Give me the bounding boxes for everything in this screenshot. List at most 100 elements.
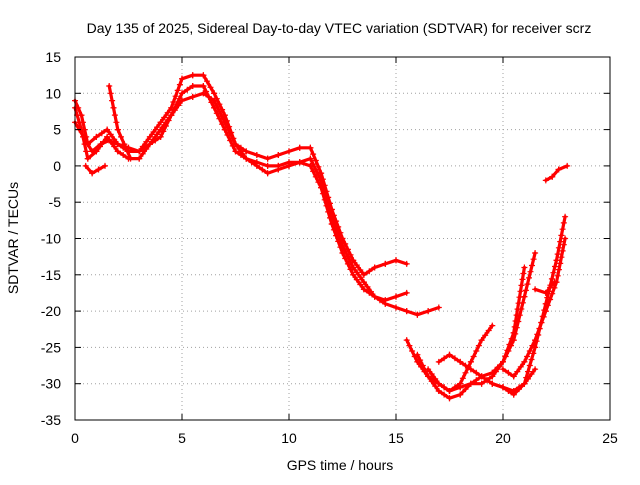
data-point <box>473 377 480 384</box>
y-tick-label: -30 <box>41 376 61 392</box>
data-point <box>530 350 537 357</box>
data-point <box>357 281 364 288</box>
data-point <box>146 133 153 140</box>
data-point <box>368 288 374 295</box>
y-tick-label: -15 <box>41 267 61 283</box>
data-point <box>107 131 114 138</box>
data-point <box>467 366 474 373</box>
data-point <box>403 260 410 267</box>
series-track-3 <box>73 91 441 317</box>
data-point <box>524 353 531 360</box>
data-point <box>403 337 410 344</box>
data-point <box>403 289 410 296</box>
series-markers-track-3 <box>72 90 442 318</box>
data-point <box>111 143 118 150</box>
data-point <box>446 388 453 394</box>
data-point <box>236 146 243 152</box>
x-tick-label: 5 <box>178 430 186 446</box>
data-point <box>529 262 535 269</box>
data-point <box>520 270 527 277</box>
data-point <box>170 99 177 105</box>
data-point <box>184 86 191 93</box>
data-point <box>521 358 528 365</box>
data-point <box>157 119 164 126</box>
data-point <box>157 133 164 140</box>
data-point <box>538 319 545 326</box>
data-point <box>120 152 127 158</box>
data-point <box>435 304 442 311</box>
data-point <box>534 331 541 338</box>
data-point <box>425 366 432 373</box>
data-point <box>555 166 562 173</box>
data-point <box>110 104 117 111</box>
data-point <box>550 269 557 276</box>
data-point <box>171 107 178 114</box>
data-point <box>517 288 524 295</box>
y-tick-label: -35 <box>41 412 61 428</box>
data-point <box>310 161 317 168</box>
data-point <box>506 341 513 348</box>
data-point <box>207 84 214 91</box>
chart-title: Day 135 of 2025, Sidereal Day-to-day VTE… <box>87 20 592 36</box>
data-point <box>514 368 521 375</box>
x-tick-label: 10 <box>281 430 297 446</box>
data-point <box>526 362 533 369</box>
data-point <box>526 348 533 354</box>
data-point <box>224 124 231 131</box>
data-point <box>200 90 207 97</box>
data-point <box>360 286 367 293</box>
series-track-11 <box>544 164 569 182</box>
data-point <box>179 97 185 104</box>
data-point <box>441 355 448 362</box>
data-point <box>84 141 91 148</box>
data-point <box>325 201 332 208</box>
data-point <box>521 380 528 387</box>
data-point <box>557 238 564 245</box>
data-point <box>353 262 360 269</box>
data-point <box>321 189 328 196</box>
data-point <box>307 155 314 162</box>
data-point <box>106 137 113 144</box>
data-point <box>502 353 509 360</box>
data-point <box>560 219 567 226</box>
data-point <box>512 318 519 324</box>
data-point <box>516 294 523 301</box>
data-point <box>160 128 167 135</box>
data-point <box>219 113 226 120</box>
data-point <box>296 144 303 151</box>
series-track-13 <box>84 164 107 175</box>
data-point <box>462 362 469 369</box>
data-point <box>478 337 485 344</box>
data-point <box>446 395 453 402</box>
data-point <box>523 374 530 381</box>
data-point <box>451 384 458 391</box>
data-point <box>80 133 87 140</box>
tick-labels: 0 5 10 15 20 25 15 10 5 0 -5 -10 -15 -20 -25 -30 -35 <box>41 49 618 446</box>
data-point <box>414 311 421 318</box>
data-point <box>360 271 367 278</box>
data-point <box>542 308 549 315</box>
data-point <box>467 380 474 387</box>
data-point <box>554 272 561 279</box>
data-point <box>323 195 330 202</box>
data-point <box>82 162 89 169</box>
data-point <box>406 342 413 349</box>
data-point <box>511 323 518 330</box>
data-point <box>371 264 378 271</box>
series-track-1 <box>73 73 409 277</box>
data-point <box>548 275 555 282</box>
data-point <box>121 141 128 148</box>
data-point <box>357 274 364 281</box>
data-point <box>264 155 271 162</box>
data-point <box>216 108 223 115</box>
data-point <box>525 368 531 375</box>
data-point <box>558 254 565 261</box>
series-track-12 <box>107 84 133 161</box>
data-point <box>318 177 325 184</box>
data-point <box>516 386 522 393</box>
data-point <box>475 342 482 349</box>
y-tick-label: -10 <box>41 231 61 247</box>
data-point <box>111 112 118 119</box>
data-point <box>435 358 442 365</box>
data-point <box>200 83 207 89</box>
